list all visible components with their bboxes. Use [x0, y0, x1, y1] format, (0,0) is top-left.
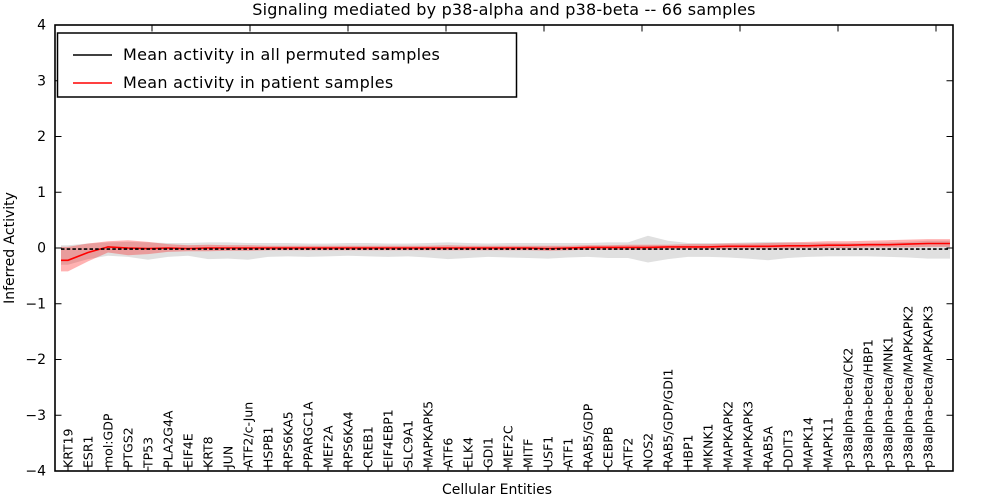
x-tick-label: MEF2A: [321, 425, 336, 468]
x-tick-label: ATF2/c-Jun: [241, 402, 256, 468]
x-tick-label: p38alpha-beta/MNK1: [881, 336, 896, 468]
y-tick-label: 3: [37, 73, 46, 89]
x-tick-label: KRT19: [61, 428, 76, 468]
y-tick-label: 1: [37, 185, 46, 201]
x-tick-label: MAPKAPK3: [741, 401, 756, 468]
x-tick-label: MEF2C: [501, 425, 516, 468]
x-tick-label: RPS6KA4: [341, 411, 356, 468]
y-tick-label: 2: [37, 129, 46, 145]
legend-label-patient: Mean activity in patient samples: [123, 73, 394, 92]
y-tick-label: 4: [37, 18, 46, 34]
x-tick-label: MKNK1: [701, 424, 716, 468]
chart-title: Signaling mediated by p38-alpha and p38-…: [252, 0, 755, 19]
x-tick-label: p38alpha-beta/HBP1: [861, 339, 876, 468]
x-tick-label: USF1: [541, 436, 556, 468]
legend-label-permuted: Mean activity in all permuted samples: [123, 45, 440, 64]
x-tick-label: MAPKAPK2: [721, 401, 736, 468]
x-tick-label: p38alpha-beta/CK2: [841, 348, 856, 468]
patient-band: [61, 239, 950, 272]
x-tick-labels: KRT19 ESR1 mol:GDP PTGS2 TP53 PLA2G4A EIF4E KRT…: [61, 306, 936, 470]
x-tick-label: SLC9A1: [401, 420, 416, 468]
x-tick-label: JUN: [221, 446, 236, 469]
confidence-bands: [61, 235, 950, 272]
x-tick-label: TP53: [141, 437, 156, 469]
y-tick-label: −1: [25, 296, 46, 312]
series-lines: [61, 242, 950, 262]
legend-frame: [56, 32, 518, 98]
x-tick-label: RPS6KA5: [281, 411, 296, 468]
x-tick-label: ATF1: [561, 438, 576, 468]
plot-frame: [54, 24, 954, 472]
x-tick-label: EIF4EBP1: [381, 409, 396, 468]
x-tick-label: EIF4E: [181, 433, 196, 468]
x-tick-label: ELK4: [461, 437, 476, 468]
permuted-band: [61, 235, 950, 265]
y-tick-label: −2: [25, 352, 46, 368]
x-tick-label: RAB5/GDP/GDI1: [661, 369, 676, 468]
y-tick-label: 0: [37, 241, 46, 257]
x-tick-label: DDIT3: [781, 429, 796, 468]
y-tick-labels: 4 3 2 1 0 −1 −2 −3 −4: [25, 18, 46, 480]
x-tick-label: CREB1: [361, 426, 376, 468]
x-tick-label: CEBPB: [601, 427, 616, 468]
x-tick-label: RAB5A: [761, 426, 776, 468]
legend: Mean activity in all permuted samples Me…: [56, 32, 518, 98]
x-tick-label: MAPK14: [801, 417, 816, 468]
x-tick-label: p38alpha-beta/MAPKAPK3: [921, 306, 936, 469]
x-tick-label: ATF6: [441, 438, 456, 468]
x-tick-label: HBP1: [681, 435, 696, 468]
x-tick-label: MAPKAPK5: [421, 401, 436, 468]
x-axis-label: Cellular Entities: [442, 482, 552, 498]
x-tick-label: NOS2: [641, 433, 656, 468]
x-tick-label: MITF: [521, 439, 536, 468]
x-tick-label: GDI1: [481, 437, 496, 468]
x-tick-label: HSPB1: [261, 427, 276, 468]
x-tick-label: PTGS2: [121, 427, 136, 468]
x-tick-label: PPARGC1A: [301, 401, 316, 468]
x-tick-label: ESR1: [81, 436, 96, 468]
x-tick-label: PLA2G4A: [161, 410, 176, 468]
y-tick-label: −3: [25, 408, 46, 424]
x-tick-label: MAPK11: [821, 417, 836, 468]
x-tick-label: mol:GDP: [101, 413, 116, 468]
y-tick-label: −4: [25, 464, 46, 480]
x-tick-label: KRT8: [201, 436, 216, 468]
y-axis-label: Inferred Activity: [2, 192, 18, 304]
x-tick-label: ATF2: [621, 438, 636, 468]
x-tick-label: RAB5/GDP: [581, 403, 596, 468]
x-tick-label: p38alpha-beta/MAPKAPK2: [901, 306, 916, 469]
